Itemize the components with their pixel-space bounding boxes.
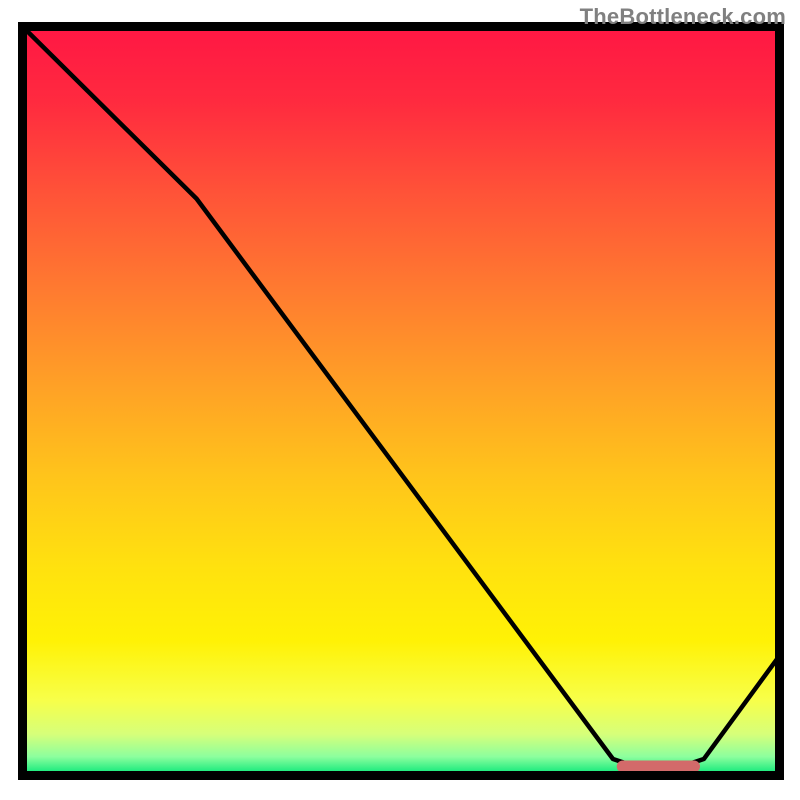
optimal-range-marker [617,761,700,773]
chart-container: TheBottleneck.com [0,0,800,800]
watermark-text: TheBottleneck.com [580,4,786,30]
bottleneck-curve-chart [0,0,800,800]
